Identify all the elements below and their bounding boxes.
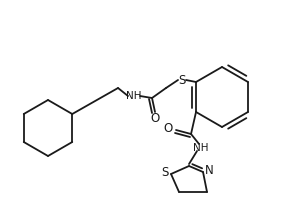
Text: S: S	[178, 73, 186, 86]
Text: O: O	[164, 122, 172, 136]
Text: O: O	[150, 112, 160, 124]
Text: S: S	[161, 166, 169, 178]
Text: NH: NH	[126, 91, 142, 101]
Text: NH: NH	[193, 143, 209, 153]
Text: N: N	[205, 164, 213, 176]
